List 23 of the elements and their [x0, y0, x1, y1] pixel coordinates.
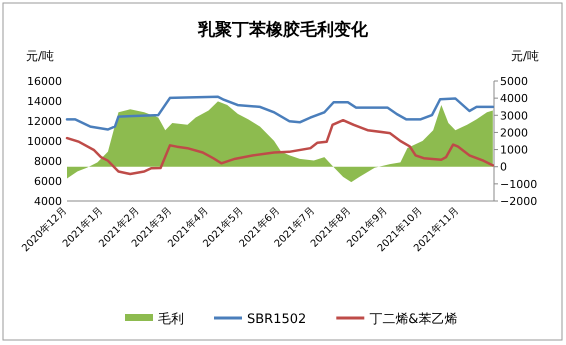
legend-label: 丁二烯&苯乙烯 — [369, 312, 458, 327]
y2-tick-label: 1000 — [500, 144, 528, 157]
legend-丁二烯&苯乙烯: 丁二烯&苯乙烯 — [336, 312, 458, 327]
y-tick-label: 8000 — [34, 155, 62, 168]
y2-tick-label: 0 — [500, 160, 507, 174]
y-tick-label: 12000 — [27, 115, 62, 128]
legend-label: SBR1502 — [247, 312, 306, 327]
y-tick-label: 10000 — [27, 135, 62, 148]
legend-label: 毛利 — [158, 312, 184, 327]
y2-tick-label: −1000 — [500, 178, 538, 191]
legend-毛利: 毛利 — [125, 312, 184, 327]
y-tick-label: 14000 — [27, 95, 62, 108]
y-tick-label: 6000 — [34, 175, 62, 188]
y2-tick-label: 2000 — [500, 126, 528, 140]
y-tick-label: 4000 — [34, 195, 62, 208]
y2-axis-title: 元/吨 — [510, 49, 540, 63]
y2-tick-label: 5000 — [500, 75, 528, 88]
y-tick-label: 16000 — [27, 75, 62, 88]
y2-tick-label: −2000 — [500, 195, 538, 208]
y2-tick-label: 3000 — [500, 109, 528, 122]
chart-title: 乳聚丁苯橡胶毛利变化 — [197, 20, 369, 40]
y2-tick-label: 4000 — [500, 92, 528, 106]
y-axis-title: 元/吨 — [26, 49, 54, 63]
